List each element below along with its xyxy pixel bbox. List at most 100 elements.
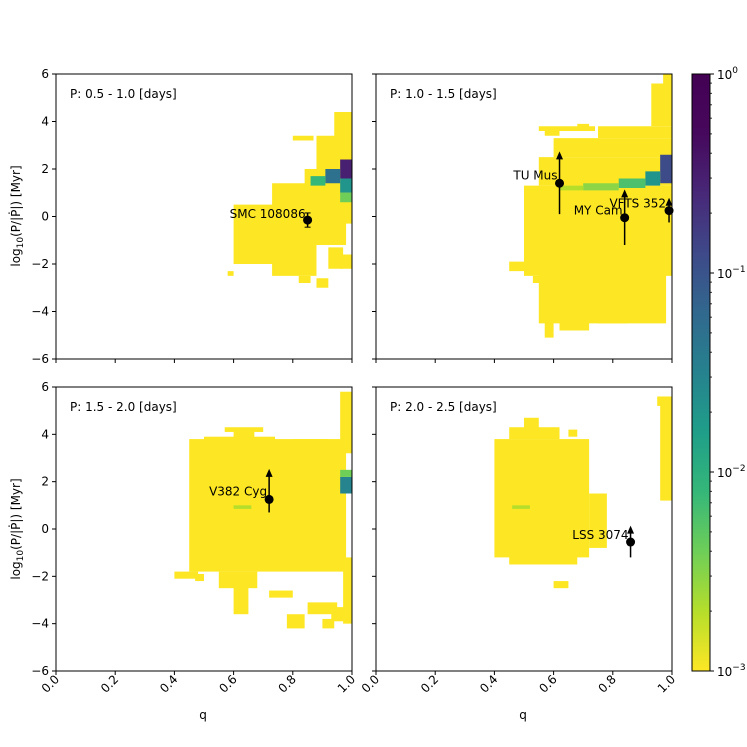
heatmap-cell-high-density bbox=[340, 192, 352, 203]
heatmap-cell bbox=[538, 126, 596, 131]
system-marker bbox=[626, 537, 636, 547]
panel-title: P: 2.0 - 2.5 [days] bbox=[390, 400, 497, 414]
lower-limit-arrow bbox=[265, 468, 273, 477]
panel-p-0-5-1-0: SMC 108086 −6 −4 −2 0 2 4 6 P: 0.5 - 1.0 [days… bbox=[31, 67, 353, 366]
x-axis-label-right: q bbox=[519, 708, 527, 722]
system-label: V382 Cyg bbox=[209, 484, 267, 498]
axes-frame bbox=[55, 73, 353, 360]
heatmap-cell bbox=[233, 585, 249, 615]
heatmap-cell bbox=[660, 401, 672, 501]
heatmap-cell bbox=[286, 614, 305, 629]
axis-ticks: −6 −4 −2 0 2 4 6 bbox=[31, 67, 353, 366]
panel-title: P: 1.5 - 2.0 [days] bbox=[70, 400, 177, 414]
y-axis-label-rest: (P/|Ṗ|) [Myr] bbox=[8, 165, 23, 237]
heatmap-cell bbox=[298, 275, 311, 283]
y-tick-label: −4 bbox=[31, 617, 49, 631]
heatmap-cell bbox=[292, 439, 329, 449]
heatmap-cell-high-density bbox=[340, 469, 352, 477]
heatmap-cell-high-density bbox=[340, 159, 352, 179]
heatmap-cell-high-density bbox=[660, 154, 672, 184]
heatmap-cell bbox=[651, 83, 672, 127]
colorbar-tick-label: 100 bbox=[717, 66, 738, 82]
heatmap-cell bbox=[544, 131, 560, 136]
heatmap-cell bbox=[189, 439, 347, 572]
colorbar-gradient bbox=[691, 73, 711, 672]
heatmap-cell bbox=[218, 571, 258, 589]
lower-limit-arrow bbox=[627, 525, 635, 534]
heatmap-cell bbox=[524, 185, 672, 276]
heatmap-cell bbox=[559, 316, 590, 331]
heatmap-cell bbox=[334, 112, 352, 174]
x-tick-label: 0.6 bbox=[536, 672, 559, 695]
system-marker bbox=[303, 215, 313, 225]
heatmap-cell bbox=[322, 618, 335, 629]
heatmap-cell bbox=[494, 439, 590, 558]
y-axis-label-subscript: 10 bbox=[16, 550, 26, 562]
system-label: TU Mus bbox=[512, 168, 557, 182]
colorbar: 100 10−1 10−2 10−3 bbox=[691, 66, 746, 679]
heatmap-cell-high-density bbox=[583, 183, 619, 191]
system-label: MY Cam bbox=[574, 204, 623, 218]
y-tick-label: −2 bbox=[31, 257, 49, 271]
y-axis-label-main: log bbox=[9, 248, 23, 266]
panel-title: P: 1.0 - 1.5 [days] bbox=[390, 87, 497, 101]
heatmap-cell bbox=[532, 275, 548, 283]
x-tick-label: 0.4 bbox=[477, 672, 500, 695]
y-tick-label: 0 bbox=[41, 522, 49, 536]
x-tick-label: 0.2 bbox=[418, 672, 441, 695]
heatmap-cell-high-density bbox=[340, 476, 352, 494]
y-tick-label: −4 bbox=[31, 305, 49, 319]
x-tick-label: 0.4 bbox=[157, 672, 180, 695]
heatmap-cell-high-density bbox=[559, 185, 584, 191]
x-tick-label: 0.8 bbox=[276, 672, 299, 695]
heatmap-cell bbox=[292, 135, 314, 141]
colorbar-tick-label: 10−3 bbox=[717, 663, 746, 679]
y-axis-label-bottom: log10(P/|Ṗ|) [Myr] bbox=[8, 478, 26, 579]
y-tick-label: 4 bbox=[41, 427, 49, 441]
axes-frame bbox=[375, 73, 673, 360]
heatmap-cell-high-density bbox=[325, 169, 341, 184]
y-axis-label-top: log10(P/|Ṗ|) [Myr] bbox=[8, 165, 26, 266]
heatmap-cell bbox=[227, 271, 234, 276]
system-marker bbox=[620, 213, 630, 223]
heatmap-cell bbox=[568, 429, 578, 437]
heatmap-cell bbox=[553, 138, 672, 158]
heatmap-cell bbox=[278, 204, 293, 212]
heatmap-cell bbox=[269, 590, 293, 598]
heatmap-cell bbox=[524, 417, 539, 435]
y-tick-label: −6 bbox=[31, 352, 49, 366]
y-tick-label: 6 bbox=[41, 67, 49, 81]
heatmap-cells bbox=[509, 74, 672, 338]
y-axis-label-main: log bbox=[9, 561, 23, 579]
system-label: SMC 108086 bbox=[230, 207, 306, 221]
heatmap-cell bbox=[195, 573, 204, 582]
heatmap-cell bbox=[544, 321, 554, 338]
heatmap-cell bbox=[337, 443, 352, 454]
heatmap-cell-high-density bbox=[340, 178, 352, 193]
x-tick-label: 0.2 bbox=[98, 672, 121, 695]
colorbar-tick-label: 10−1 bbox=[717, 265, 746, 281]
colorbar-ticks: 100 10−1 10−2 10−3 bbox=[710, 66, 746, 679]
heatmap-cell bbox=[174, 571, 199, 579]
y-tick-label: 2 bbox=[41, 475, 49, 489]
heatmap-cell bbox=[577, 123, 590, 129]
heatmap-cell-high-density bbox=[512, 505, 530, 509]
heatmap-cell bbox=[553, 581, 569, 589]
heatmap-cell bbox=[204, 436, 276, 444]
heatmap-cell bbox=[331, 607, 347, 622]
heatmap-cells bbox=[227, 112, 352, 288]
heatmap-cell bbox=[598, 126, 672, 139]
axes-frame bbox=[375, 386, 673, 672]
panel-title: P: 0.5 - 1.0 [days] bbox=[70, 87, 177, 101]
heatmap-cell bbox=[663, 74, 672, 84]
y-tick-label: 0 bbox=[41, 210, 49, 224]
y-axis-label-rest: (P/|Ṗ|) [Myr] bbox=[8, 478, 23, 550]
x-tick-label: 0.0 bbox=[359, 672, 382, 695]
y-tick-label: 4 bbox=[41, 115, 49, 129]
heatmap-cell bbox=[509, 261, 524, 272]
heatmap-cell bbox=[589, 493, 607, 548]
heatmap-cell bbox=[233, 204, 278, 264]
